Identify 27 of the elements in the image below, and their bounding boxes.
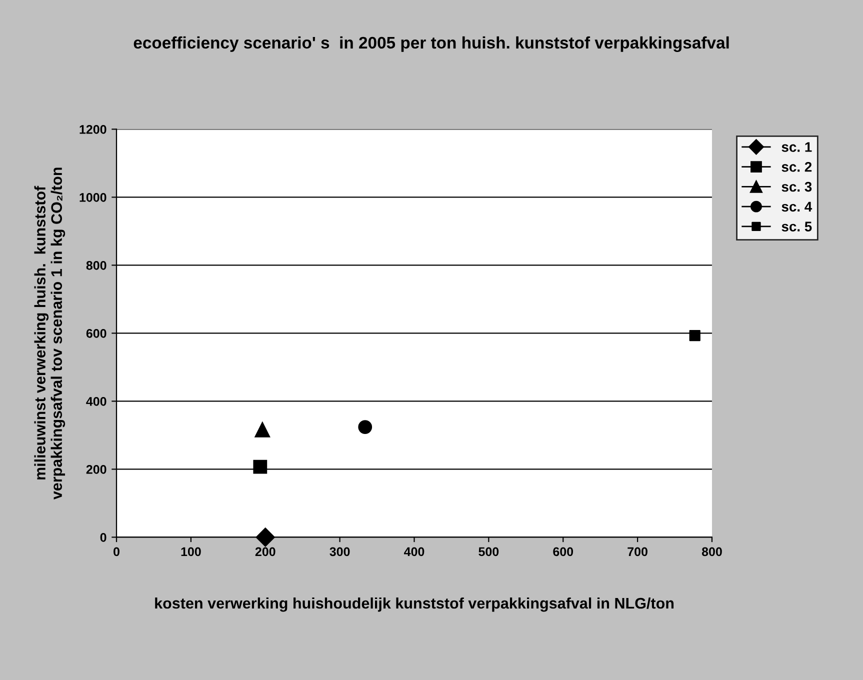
x-tick-label: 600 [553,547,574,556]
y-tick-label: 1200 [80,125,106,134]
x-tick-label: 0 [114,547,120,556]
y-axis-title: milieuwinst verwerking huish. kunststof verpakkingsafval tov scenario 1 in kg CO₂/ton [34,168,66,500]
point [254,422,270,438]
x-axis-title: kosten verwerking huishoudelijk kunststof verpakkingsafval in NLG/ton [155,597,674,612]
point [253,460,268,474]
legend-label: sc. 5 [782,222,812,232]
legend-label: sc. 3 [782,182,812,192]
chart-title: ecoefficiency scenario' s in 2005 per ton huish. kunststof verpakkingsafval [134,36,729,52]
x-tick-label: 700 [628,547,648,556]
x-tick-label: 500 [478,547,499,556]
x-tick-label: 400 [404,547,424,556]
y-tick-label: 800 [86,261,106,270]
y-tick-label: 400 [86,397,106,406]
legend-label: sc. 2 [782,162,812,172]
x-tick-label: 300 [330,547,350,556]
y-tick-label: 1000 [80,193,106,202]
legend-label: sc. 1 [782,142,812,152]
point [358,420,372,434]
legend-label: sc. 4 [782,202,812,212]
y-tick-label: 0 [100,533,106,542]
y-tick-label: 600 [86,329,106,338]
x-tick-label: 100 [181,547,201,556]
x-tick-label: 800 [702,547,722,556]
y-tick-label: 200 [86,465,106,474]
x-tick-label: 200 [255,547,276,556]
